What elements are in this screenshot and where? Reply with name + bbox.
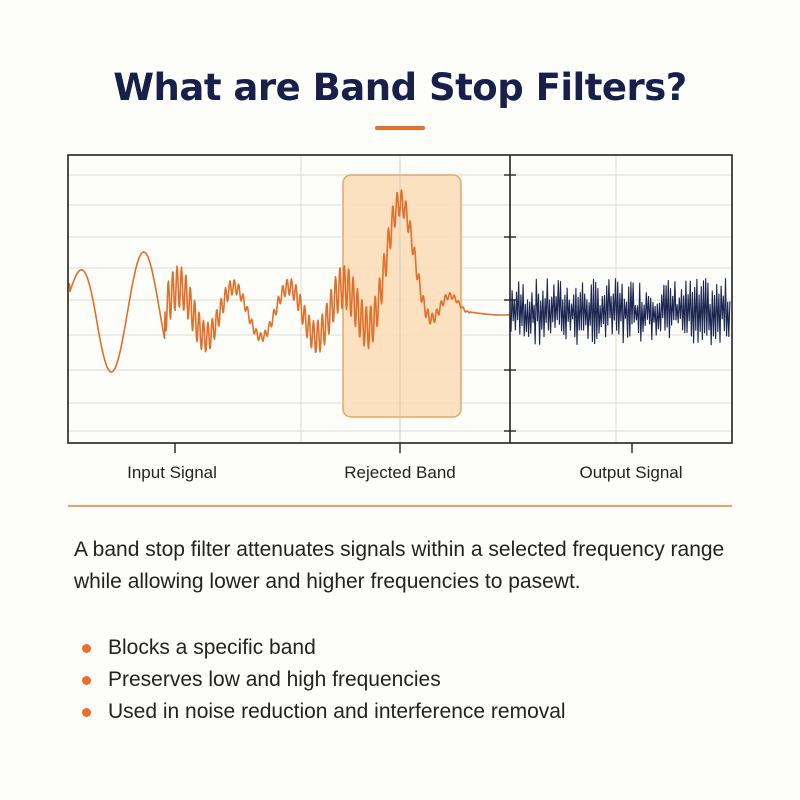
bottom-ticks (174, 443, 633, 453)
bullet-dot-icon (82, 643, 91, 653)
feature-item: Blocks a specific band (82, 632, 566, 664)
input-signal-label: Input Signal (127, 463, 217, 482)
divider-ticks (504, 174, 516, 432)
rejected-band-highlight (342, 174, 462, 418)
signal-diagram-svg (67, 154, 733, 455)
page-title: What are Band Stop Filters? (113, 66, 687, 109)
feature-text: Used in noise reduction and interference… (108, 700, 566, 723)
feature-item: Preserves low and high frequencies (82, 664, 566, 696)
signal-diagram (67, 154, 733, 455)
input-signal-waveform (67, 189, 511, 373)
feature-text: Blocks a specific band (108, 636, 316, 659)
bullet-dot-icon (82, 707, 91, 717)
description-text: A band stop filter attenuates signals wi… (74, 538, 725, 593)
title-underline (375, 126, 425, 130)
bullet-dot-icon (82, 675, 91, 685)
feature-text: Preserves low and high frequencies (108, 668, 441, 691)
feature-list: Blocks a specific band Preserves low and… (82, 632, 566, 728)
rejected-band-label: Rejected Band (344, 463, 456, 482)
output-signal-waveform (509, 278, 731, 346)
output-signal-label: Output Signal (579, 463, 683, 482)
section-divider (68, 505, 732, 507)
feature-item: Used in noise reduction and interference… (82, 696, 566, 728)
